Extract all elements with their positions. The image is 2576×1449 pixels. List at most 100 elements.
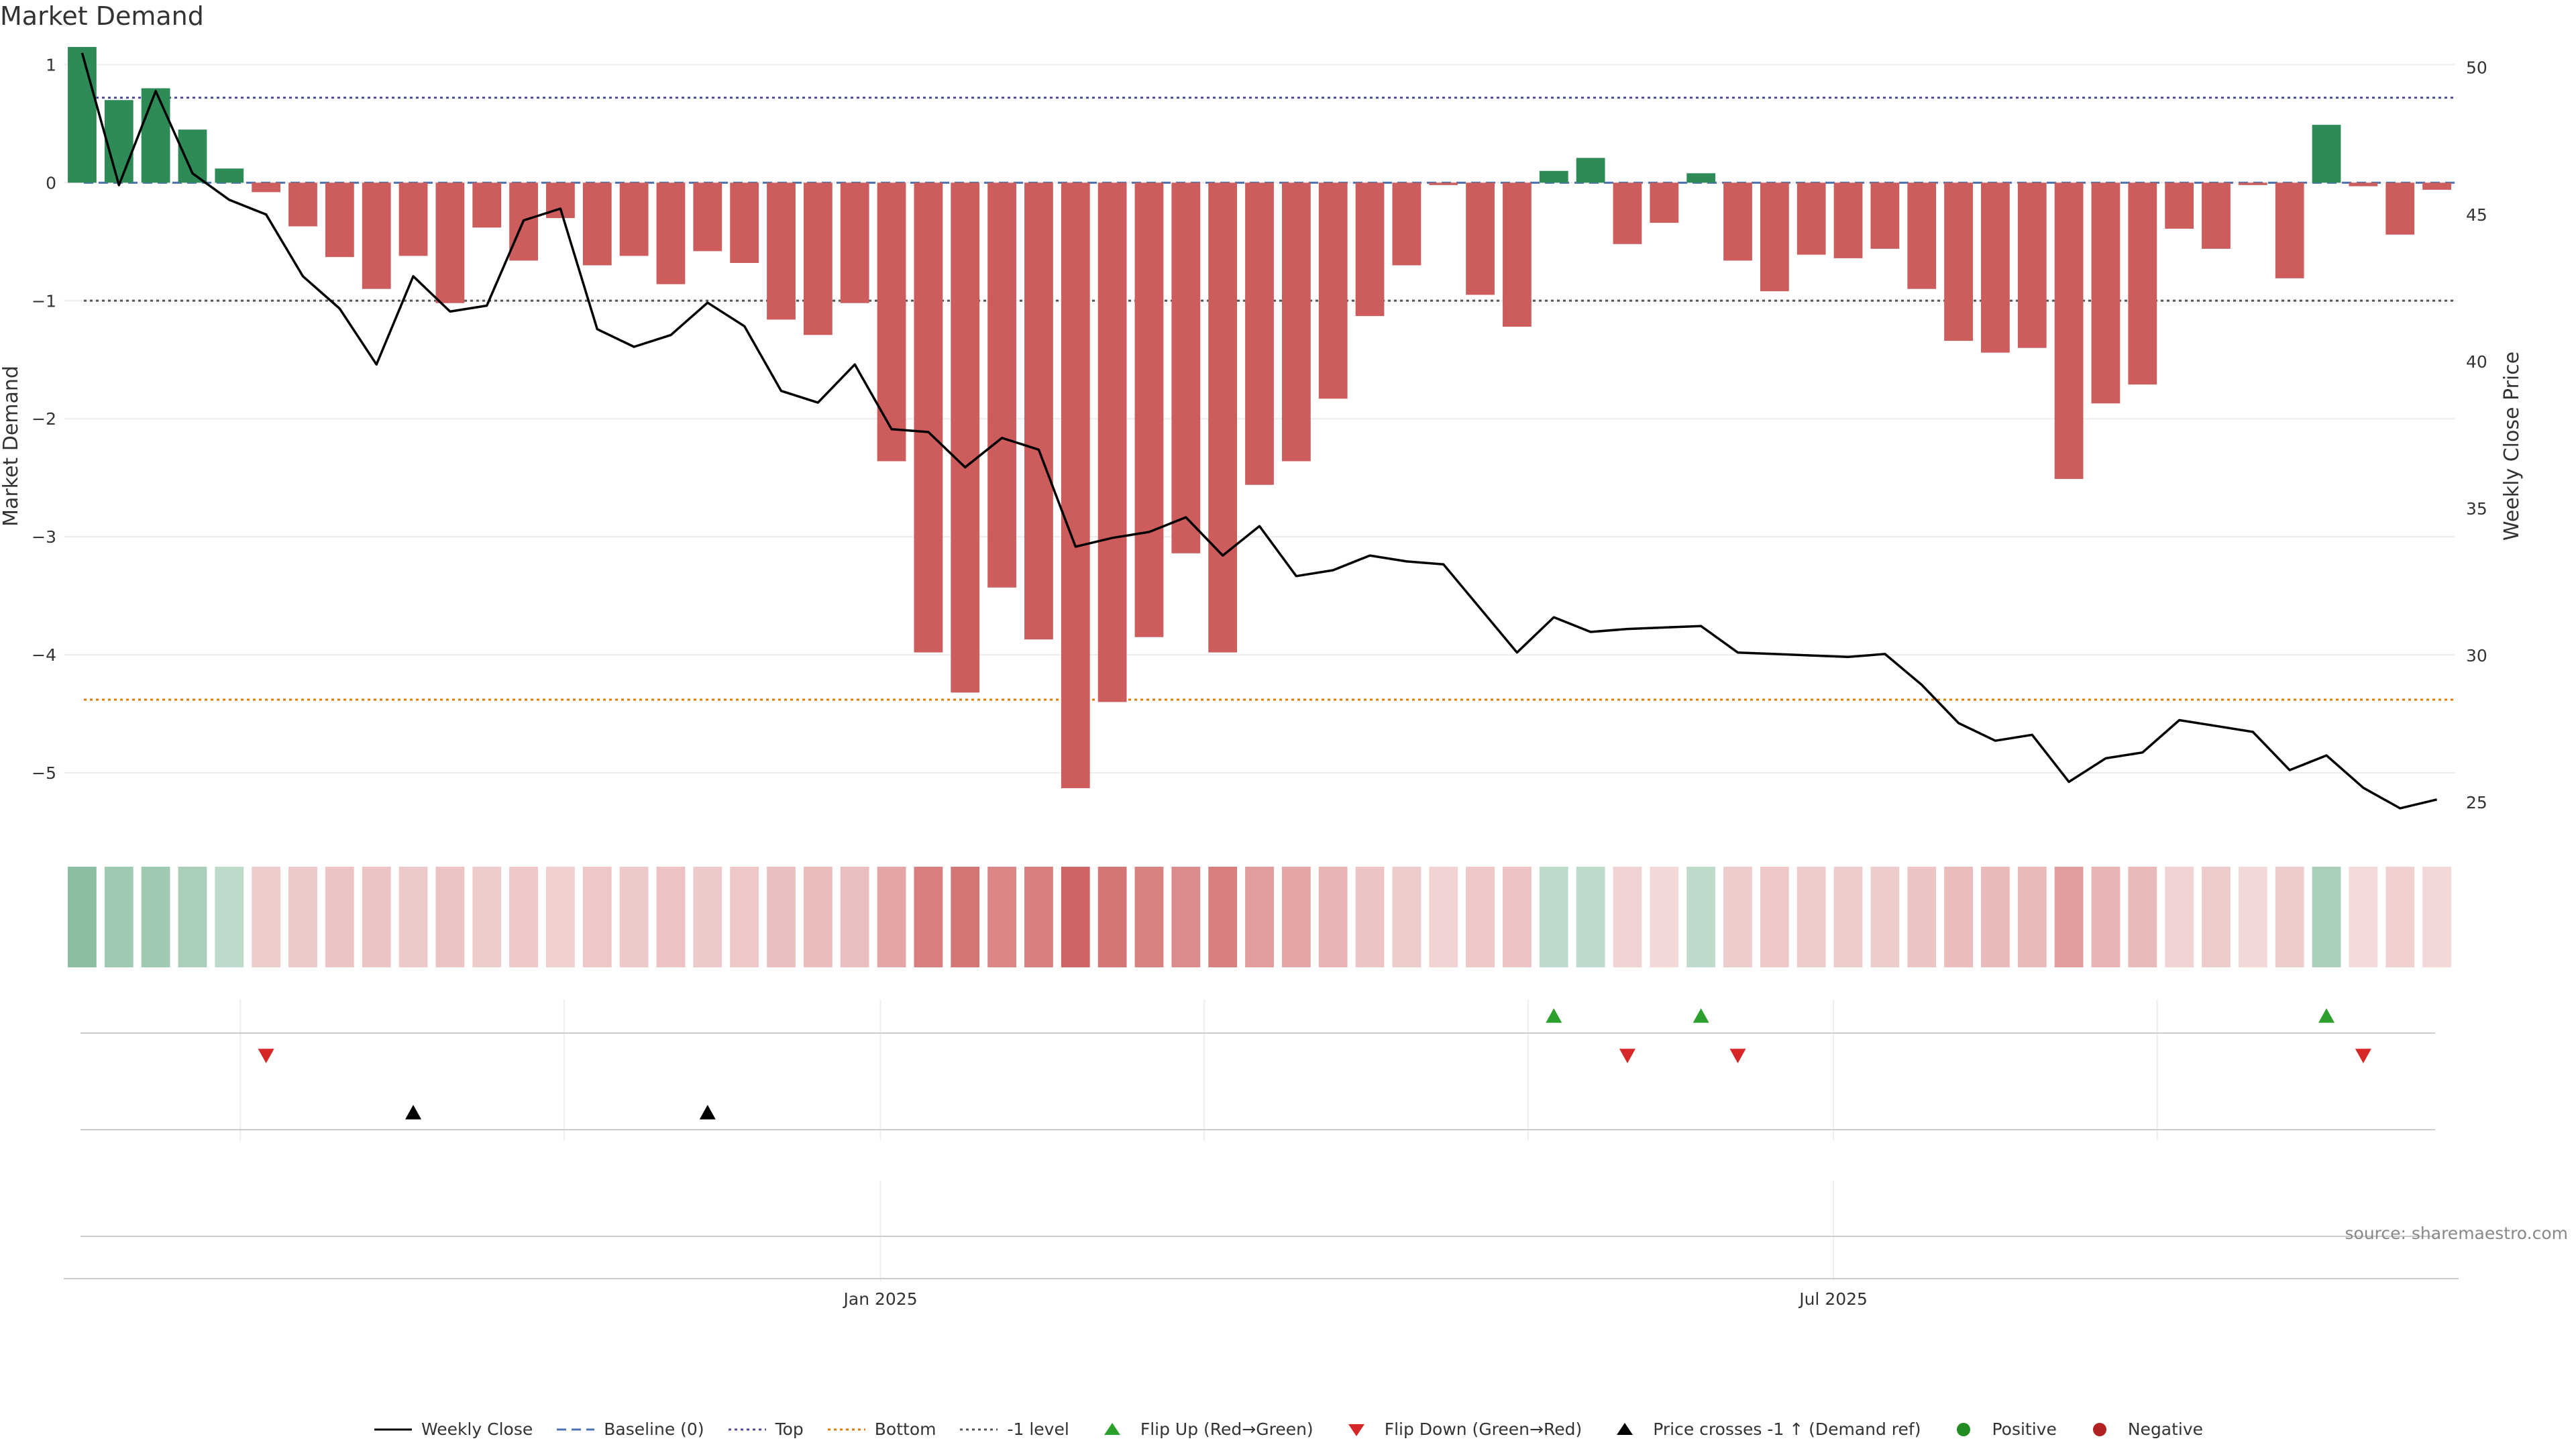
heat-cell [2091, 867, 2121, 967]
demand-bar-negative [1833, 182, 1863, 258]
positive-legend-icon [1943, 1421, 1984, 1438]
heat-cell [1539, 867, 1568, 967]
heat-cell [1208, 867, 1238, 967]
heat-cell [1024, 867, 1053, 967]
flip-down-legend-icon [1336, 1421, 1377, 1438]
heat-cell [1355, 867, 1385, 967]
heat-cell [1686, 867, 1716, 967]
price-line-layer [80, 52, 2438, 810]
heat-cell [730, 867, 759, 967]
legend-label: Flip Down (Green→Red) [1384, 1419, 1582, 1439]
heat-cell [1392, 867, 1421, 967]
negative-legend-icon [2080, 1421, 2120, 1438]
demand-bar-negative [914, 182, 943, 653]
heat-cell [1613, 867, 1642, 967]
heat-cell [987, 867, 1016, 967]
legend-item-price-cross: Price crosses -1 ↑ (Demand ref) [1605, 1419, 1921, 1439]
flip-down-marker [2355, 1049, 2371, 1063]
y2-axis-title: Weekly Close Price [2500, 352, 2524, 541]
demand-bar-negative [288, 182, 317, 227]
demand-bar-negative [2422, 182, 2451, 190]
bottom-legend-icon [826, 1421, 867, 1438]
demand-bar-negative [1760, 182, 1789, 292]
heat-cell [325, 867, 354, 967]
heat-cell [1981, 867, 2010, 967]
heat-cell [693, 867, 722, 967]
heat-cell [1833, 867, 1863, 967]
y-tick-label: −3 [32, 527, 56, 547]
y-axis-title: Market Demand [0, 366, 23, 527]
heat-cell [215, 867, 244, 967]
demand-bar-negative [693, 182, 722, 252]
x-tick-label: Jul 2025 [1798, 1289, 1868, 1309]
demand-bar-negative [1134, 182, 1164, 637]
legend-label: Positive [1992, 1419, 2057, 1439]
demand-bar-negative [252, 182, 281, 193]
heat-cell [2128, 867, 2157, 967]
demand-bar-negative [1061, 182, 1090, 788]
axes: 1 0 −1 −2 −3 −4 −5 50 45 40 35 30 25 Jan 2025 Jul 2025… [0, 55, 2524, 1309]
heat-cell [1907, 867, 1937, 967]
heat-cell [546, 867, 575, 967]
y2-tick-label: 35 [2466, 499, 2487, 519]
chart-title: Market Demand [0, 1, 204, 31]
demand-bar-negative [1981, 182, 2010, 353]
y2-tick-label: 50 [2466, 58, 2487, 78]
demand-bar-negative [1024, 182, 1053, 640]
demand-bar-negative [1208, 182, 1238, 653]
legend-label: Weekly Close [421, 1419, 533, 1439]
heat-cell [1466, 867, 1495, 967]
demand-bar-negative [1466, 182, 1495, 295]
y2-tick-label: 30 [2466, 646, 2487, 665]
demand-bar-negative [619, 182, 649, 256]
legend-item-baseline: Baseline (0) [555, 1419, 704, 1439]
demand-bar-positive [104, 100, 133, 183]
demand-bar-negative [803, 182, 833, 335]
demand-bar-negative [2091, 182, 2121, 404]
heat-cell [840, 867, 869, 967]
y2-tick-label: 45 [2466, 205, 2487, 225]
demand-bar-negative [1355, 182, 1385, 317]
demand-bar-positive [68, 47, 97, 183]
x-tick-label: Jan 2025 [843, 1289, 918, 1309]
heat-cell [1723, 867, 1752, 967]
flip-up-legend-icon [1092, 1421, 1132, 1438]
top-legend-icon [727, 1421, 767, 1438]
demand-bar-negative [2349, 182, 2378, 186]
y-tick-label: −4 [32, 645, 56, 665]
y-tick-label: 1 [46, 55, 56, 74]
demand-bar-negative [1392, 182, 1421, 266]
demand-bar-positive [1576, 158, 1605, 183]
demand-bar-negative [1097, 182, 1127, 702]
heat-cell [1318, 867, 1348, 967]
heat-cell [2017, 867, 2047, 967]
legend-label: Flip Up (Red→Green) [1140, 1419, 1313, 1439]
demand-bar-negative [2017, 182, 2047, 348]
demand-bar-positive [1539, 170, 1568, 183]
legend-item-bottom: Bottom [826, 1419, 936, 1439]
demand-bar-negative [730, 182, 759, 263]
heat-cell [1097, 867, 1127, 967]
demand-bar-negative [1907, 182, 1937, 289]
demand-bar-negative [2054, 182, 2084, 479]
demand-bar-positive [141, 88, 170, 183]
y-tick-label: 0 [46, 173, 56, 193]
heat-cell [1171, 867, 1201, 967]
heat-cell [2054, 867, 2084, 967]
demand-bar-negative [1429, 182, 1458, 185]
legend-label: Bottom [874, 1419, 936, 1439]
heat-cell [2385, 867, 2415, 967]
heat-cell [435, 867, 465, 967]
heat-cell [2238, 867, 2267, 967]
flip-up-marker [2318, 1008, 2335, 1023]
demand-bar-negative [656, 182, 686, 284]
y-tick-label: −1 [32, 291, 56, 311]
heat-cell [1796, 867, 1826, 967]
heat-cell [1245, 867, 1274, 967]
heat-cell [2312, 867, 2341, 967]
flip-down-marker [1619, 1049, 1635, 1063]
heat-cell [1576, 867, 1605, 967]
demand-bar-negative [2385, 182, 2415, 235]
heat-cell [68, 867, 97, 967]
demand-bar-negative [2165, 182, 2194, 229]
